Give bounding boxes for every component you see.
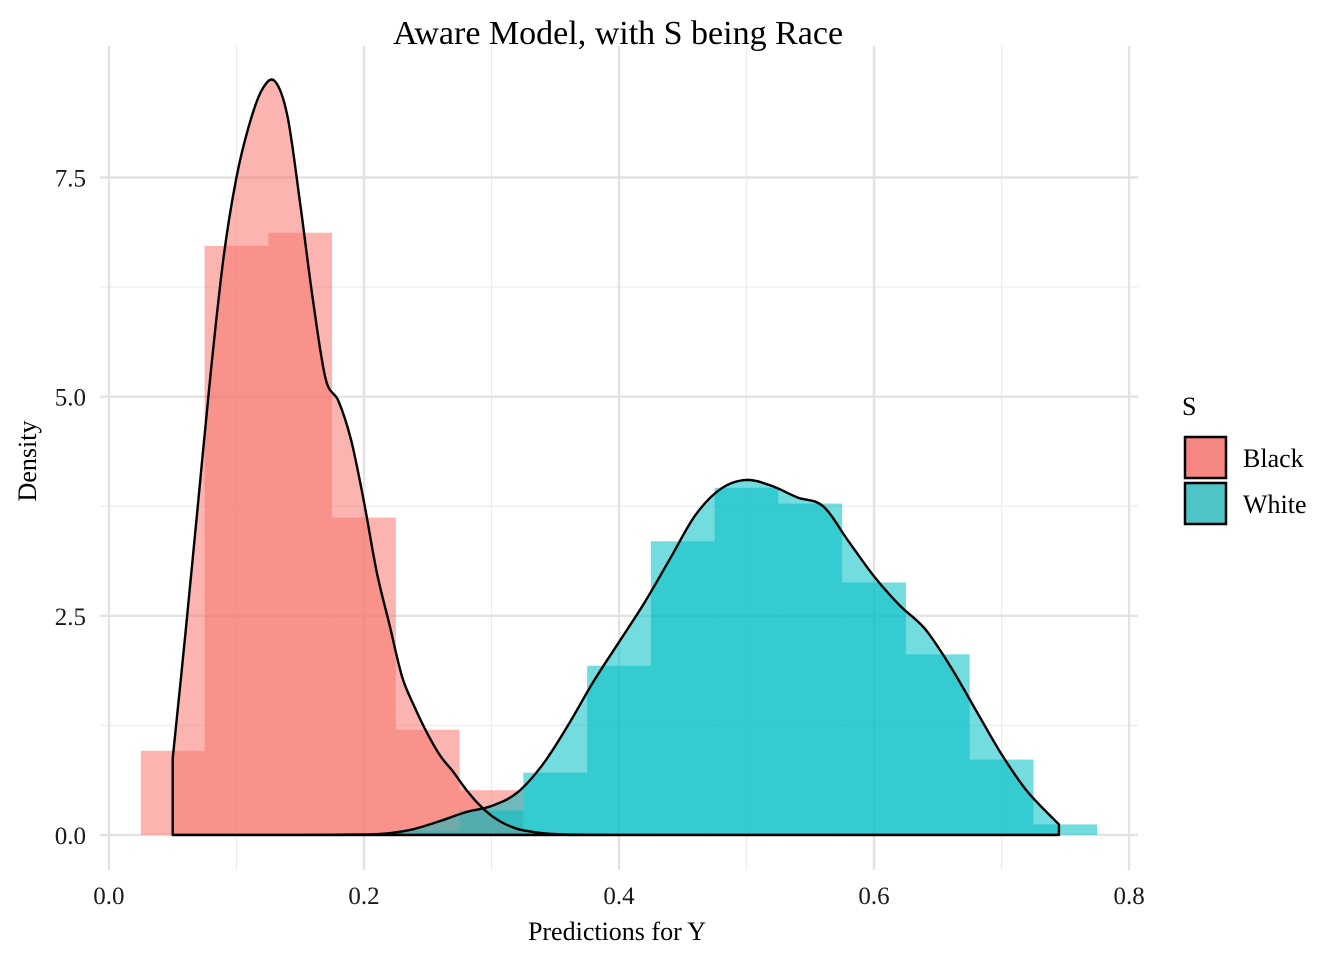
y-tick-label: 0.0 xyxy=(55,823,86,850)
legend-label-black: Black xyxy=(1243,444,1304,473)
y-tick-label: 2.5 xyxy=(55,604,86,631)
chart-title: Aware Model, with S being Race xyxy=(393,15,843,52)
legend-title: S xyxy=(1182,392,1196,421)
y-axis-title: Density xyxy=(13,421,42,502)
legend-key-black xyxy=(1183,435,1228,480)
x-axis-title: Predictions for Y xyxy=(528,917,706,946)
x-tick-label: 0.6 xyxy=(858,883,889,910)
x-axis-ticks: 0.0 0.2 0.4 0.6 0.8 xyxy=(93,883,1144,910)
histogram-bar-white xyxy=(1033,824,1098,835)
legend: S Black White xyxy=(1182,392,1307,526)
x-tick-label: 0.4 xyxy=(603,883,635,910)
density-fill-white xyxy=(172,479,1059,835)
density-curves xyxy=(171,78,1061,837)
y-axis-ticks: 0.0 2.5 5.0 7.5 xyxy=(55,165,86,849)
x-tick-label: 0.0 xyxy=(93,883,124,910)
density-line-white xyxy=(171,478,1061,837)
legend-key-white xyxy=(1183,481,1228,526)
y-tick-label: 5.0 xyxy=(55,385,86,412)
y-tick-label: 7.5 xyxy=(55,165,86,192)
x-tick-label: 0.2 xyxy=(348,883,379,910)
legend-label-white: White xyxy=(1243,490,1307,519)
x-tick-label: 0.8 xyxy=(1113,883,1144,910)
